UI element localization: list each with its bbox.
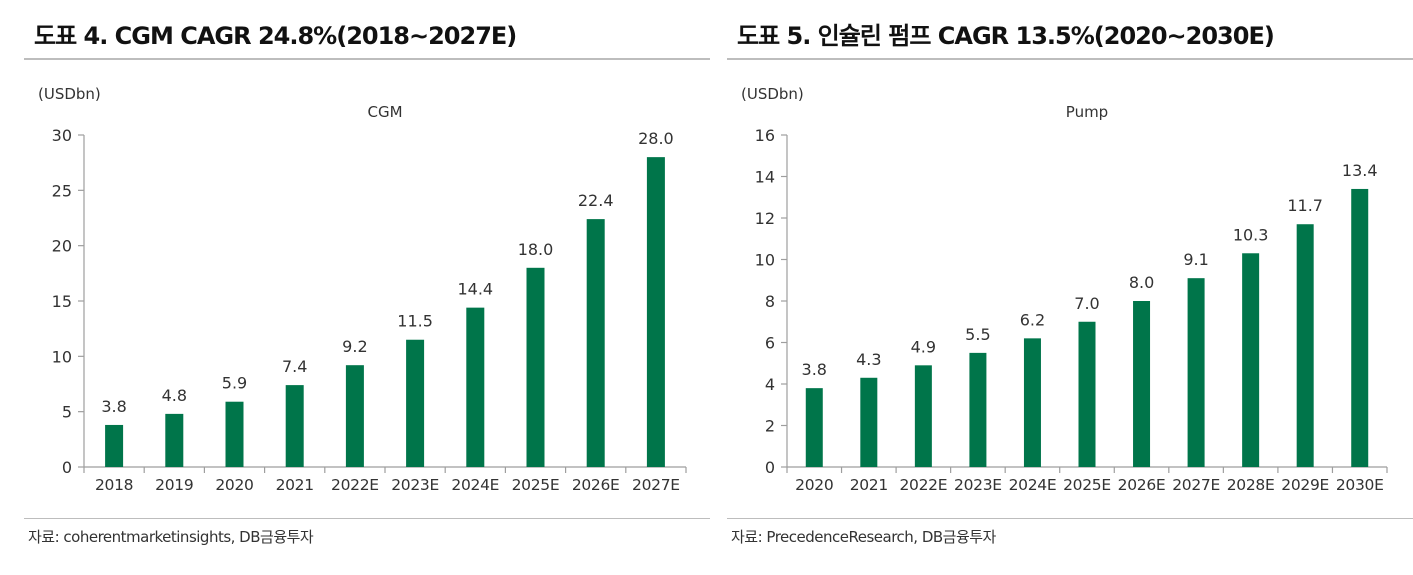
cgm-panel: 도표 4. CGM CAGR 24.8%(2018~2027E) (USDbn)… — [24, 0, 710, 575]
data-label: 3.8 — [802, 360, 827, 379]
x-tick-label: 2025E — [512, 476, 560, 494]
source-rule — [24, 518, 710, 519]
data-label: 10.3 — [1233, 225, 1269, 244]
y-tick-label: 16 — [755, 126, 775, 145]
bar — [646, 157, 665, 467]
data-label: 4.9 — [911, 337, 936, 356]
chart-title: Pump — [1066, 103, 1108, 121]
bar — [1078, 321, 1096, 467]
data-label: 4.3 — [856, 350, 881, 369]
data-label: 22.4 — [578, 191, 614, 210]
pump-panel: 도표 5. 인슐린 펌프 CAGR 13.5%(2020~2030E) (USD… — [727, 0, 1413, 575]
bar — [1187, 278, 1205, 467]
bar — [285, 385, 304, 467]
x-tick-label: 2021 — [276, 476, 314, 494]
bar — [1133, 301, 1151, 467]
x-tick-label: 2026E — [1118, 476, 1166, 494]
data-label: 3.8 — [101, 397, 126, 416]
y-tick-label: 25 — [52, 181, 72, 200]
data-label: 11.5 — [397, 312, 433, 331]
figure-title-cgm: 도표 4. CGM CAGR 24.8%(2018~2027E) — [34, 22, 517, 50]
y-tick-label: 5 — [62, 403, 72, 422]
bar — [586, 219, 605, 467]
x-tick-label: 2028E — [1227, 476, 1275, 494]
x-tick-label: 2023E — [391, 476, 439, 494]
x-tick-label: 2027E — [632, 476, 680, 494]
data-label: 9.2 — [342, 337, 367, 356]
source-rule — [727, 518, 1413, 519]
x-tick-label: 2018 — [95, 476, 133, 494]
data-label: 6.2 — [1020, 310, 1045, 329]
source-note-cgm: 자료: coherentmarketinsights, DB금융투자 — [28, 528, 314, 546]
bar — [969, 352, 987, 467]
bar — [805, 388, 823, 467]
y-unit-label: (USDbn) — [38, 85, 101, 103]
cgm-bar-chart: (USDbn) CGM 0 5 10 15 20 25 30 3.8 2018 4.8 2019 5.9 2… — [38, 85, 687, 494]
y-tick-label: 2 — [765, 417, 775, 436]
x-tick-label: 2022E — [331, 476, 379, 494]
bar — [1351, 188, 1369, 467]
x-tick-label: 2023E — [954, 476, 1002, 494]
bar — [1023, 338, 1041, 467]
chart-title: CGM — [367, 103, 402, 121]
data-label: 9.1 — [1183, 250, 1208, 269]
y-tick-label: 0 — [765, 458, 775, 477]
data-label: 18.0 — [518, 240, 554, 259]
bar — [860, 377, 878, 467]
data-label: 13.4 — [1342, 161, 1378, 180]
y-tick-label: 15 — [52, 292, 72, 311]
y-tick-label: 14 — [755, 168, 775, 187]
x-tick-label: 2020 — [795, 476, 833, 494]
y-tick-label: 10 — [52, 347, 72, 366]
x-tick-label: 2020 — [215, 476, 253, 494]
data-label: 5.9 — [222, 374, 247, 393]
bar — [225, 401, 244, 467]
y-unit-label: (USDbn) — [741, 85, 804, 103]
data-label: 7.0 — [1074, 294, 1099, 313]
bar — [1296, 224, 1314, 467]
bar — [406, 339, 425, 467]
x-tick-label: 2027E — [1172, 476, 1220, 494]
y-tick-label: 6 — [765, 334, 775, 353]
bar — [1242, 253, 1260, 467]
source-note-pump: 자료: PrecedenceResearch, DB금융투자 — [731, 528, 996, 546]
x-tick-label: 2019 — [155, 476, 193, 494]
title-rule — [24, 58, 710, 60]
x-tick-label: 2024E — [451, 476, 499, 494]
x-tick-label: 2022E — [899, 476, 947, 494]
y-tick-label: 12 — [755, 209, 775, 228]
x-tick-label: 2030E — [1336, 476, 1384, 494]
y-tick-label: 8 — [765, 292, 775, 311]
x-tick-label: 2021 — [850, 476, 888, 494]
bar — [914, 365, 932, 467]
x-tick-label: 2026E — [572, 476, 620, 494]
x-tick-label: 2025E — [1063, 476, 1111, 494]
data-label: 28.0 — [638, 129, 674, 148]
title-rule — [727, 58, 1413, 60]
bar — [165, 413, 184, 467]
x-tick-label: 2024E — [1009, 476, 1057, 494]
bar — [466, 307, 485, 467]
data-label: 5.5 — [965, 325, 990, 344]
y-tick-label: 10 — [755, 251, 775, 270]
y-tick-label: 4 — [765, 375, 775, 394]
data-label: 7.4 — [282, 357, 307, 376]
data-label: 11.7 — [1287, 196, 1323, 215]
x-tick-label: 2029E — [1281, 476, 1329, 494]
figure-title-pump: 도표 5. 인슐린 펌프 CAGR 13.5%(2020~2030E) — [737, 22, 1275, 50]
pump-bar-chart: (USDbn) Pump 0 2 4 6 8 10 12 14 16 3.8 2020 4.3 2021 4.… — [741, 85, 1388, 494]
data-label: 4.8 — [162, 386, 187, 405]
data-label: 8.0 — [1129, 273, 1154, 292]
bar — [345, 365, 364, 467]
y-tick-label: 20 — [52, 237, 72, 256]
y-tick-label: 0 — [62, 458, 72, 477]
data-label: 14.4 — [457, 280, 493, 299]
y-tick-label: 30 — [52, 126, 72, 145]
bar — [526, 267, 545, 467]
bar — [105, 424, 124, 467]
